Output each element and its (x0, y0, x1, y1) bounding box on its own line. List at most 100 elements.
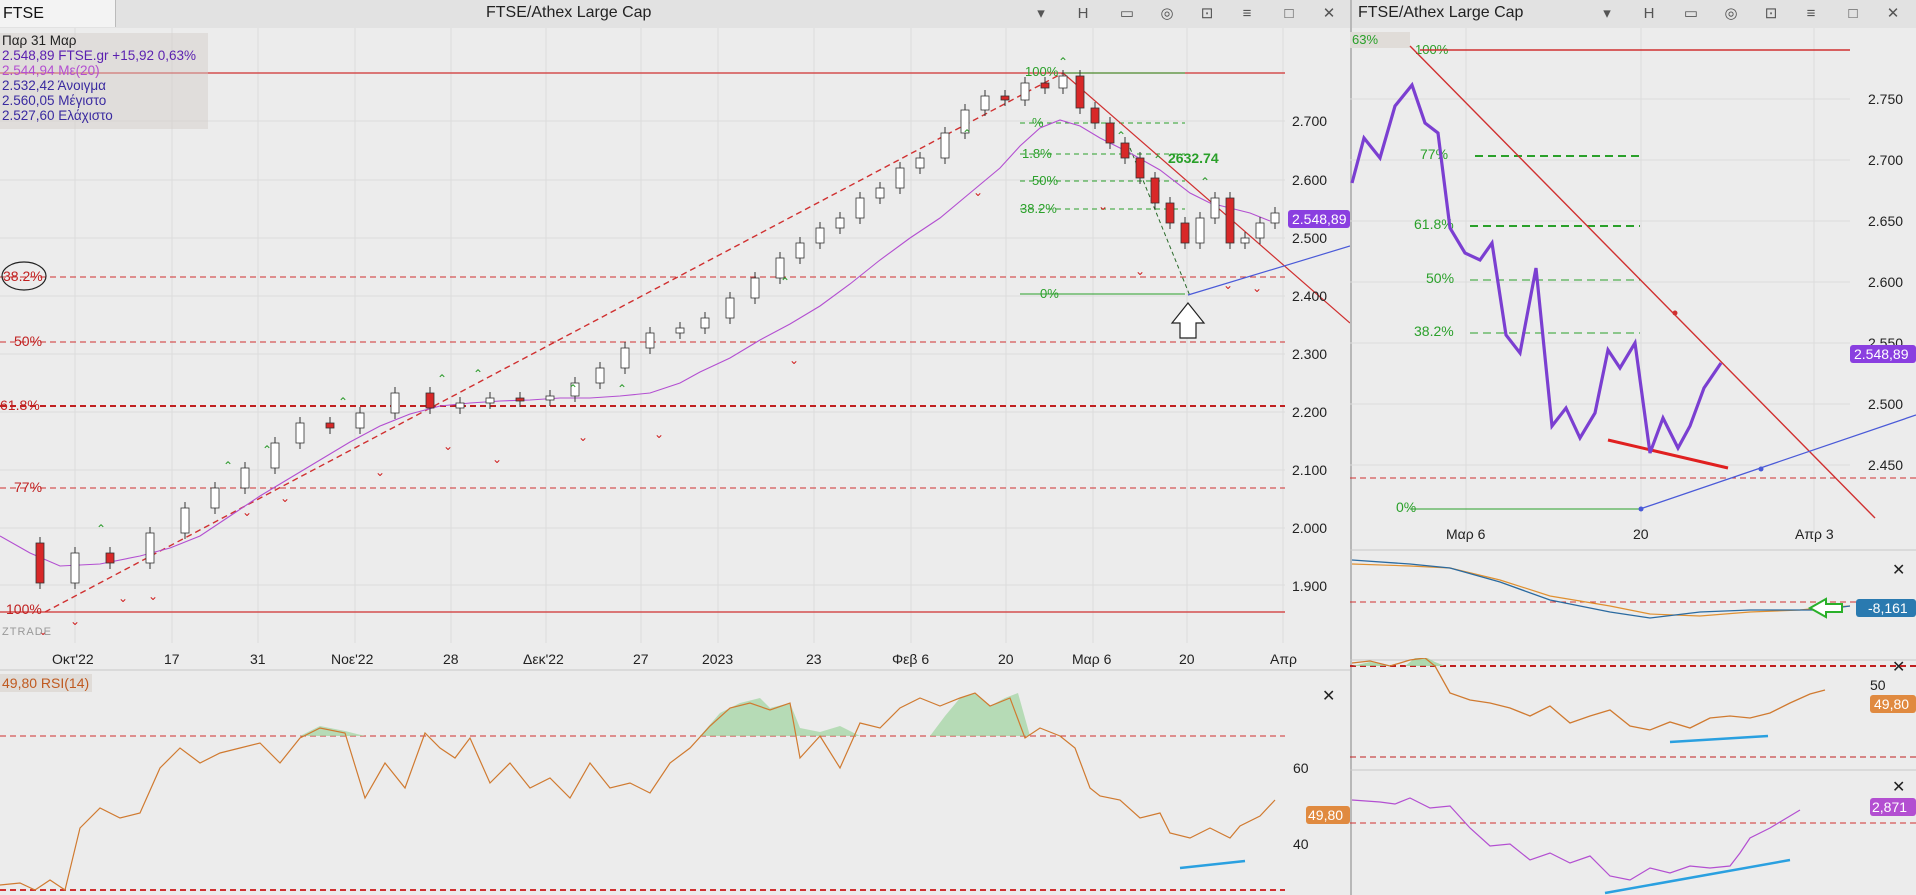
green-dashed-line (1129, 147, 1191, 297)
maximize-icon[interactable]: □ (1848, 5, 1858, 22)
candles (35, 70, 1280, 589)
legend-high: 2.560,05 Μέγιστο (2, 93, 107, 108)
candle-body (570, 382, 580, 397)
candle-body (515, 397, 525, 402)
lock-icon[interactable]: ⊡ (1764, 5, 1778, 22)
fib-label-618: 61.8% (0, 397, 40, 413)
right-indicator-1[interactable]: ✕ -8,161 (1350, 548, 1916, 658)
fib-circle (1, 261, 47, 291)
indicator2-tag (1870, 695, 1916, 713)
rsi-panel[interactable]: 49,80 RSI(14) ✕ 49,80 60 40 (0, 668, 1350, 895)
link-icon[interactable]: ◎ (1160, 5, 1174, 22)
chevron-down-icon[interactable]: ▾ (1037, 5, 1045, 22)
svg-text:2.600: 2.600 (1292, 172, 1327, 188)
fib-short-618: 1.8% (1022, 146, 1052, 161)
candle-body (750, 277, 760, 299)
svg-text:2.650: 2.650 (1868, 213, 1903, 229)
svg-text:⌃: ⌃ (96, 522, 106, 536)
right-descending-trendline (1409, 45, 1876, 519)
candle-body (1270, 212, 1280, 224)
main-price-chart[interactable]: 38.2% 50% 61.8% 77% 100% 100% % 1.8% 50%… (0, 28, 1350, 668)
svg-text:2.100: 2.100 (1292, 462, 1327, 478)
right-fib-50: 50% (1426, 270, 1454, 286)
right-fib-77: 77% (1420, 146, 1448, 162)
svg-text:⌄: ⌄ (1252, 281, 1262, 295)
svg-text:2023: 2023 (702, 651, 733, 667)
candle-body (1020, 82, 1030, 101)
ohlc-legend: Παρ 31 Μαρ 2.548,89 FTSE.gr +15,92 0,63%… (0, 33, 208, 129)
indicator1-tag (1856, 599, 1916, 617)
svg-text:⌃: ⌃ (568, 382, 578, 396)
svg-text:⌄: ⌄ (70, 614, 80, 628)
candle-body (1180, 222, 1190, 244)
right-price-line (1350, 81, 1723, 454)
svg-text:Απρ: Απρ (1270, 651, 1297, 667)
indicator3-close-icon[interactable]: ✕ (1892, 779, 1905, 796)
svg-text:2.450: 2.450 (1868, 457, 1903, 473)
indicator2-axis: 50 (1870, 677, 1886, 693)
svg-text:⌃: ⌃ (1200, 175, 1210, 189)
svg-text:⌄: ⌄ (242, 505, 252, 519)
right-price-chart[interactable]: 63% 100% 77% 61.8% 50% 38.2% 0% 2.750 2.… (1350, 28, 1916, 548)
arrow-left-icon (1807, 597, 1843, 619)
candle-body (940, 132, 950, 159)
arrow-up-icon (1170, 302, 1206, 339)
h-button[interactable]: H (1077, 5, 1089, 22)
panel-icon[interactable]: ▭ (1683, 5, 1699, 22)
candle-body (620, 347, 630, 369)
svg-text:Δεκ'22: Δεκ'22 (523, 651, 564, 667)
candle-body (1090, 107, 1100, 124)
close-icon[interactable]: ✕ (1886, 5, 1900, 22)
svg-text:⌃: ⌃ (1116, 129, 1126, 143)
svg-text:20: 20 (1633, 526, 1649, 542)
rsi-title: 49,80 RSI(14) (2, 675, 89, 691)
right-indicator-2[interactable]: ✕ 50 49,80 (1350, 658, 1916, 768)
h-button[interactable]: H (1643, 5, 1655, 22)
rsi-overbought-fill (300, 693, 1030, 736)
symbol-field[interactable]: FTSE (0, 0, 116, 27)
watermark-logo: ZTRADE (2, 626, 52, 638)
svg-text:⌃: ⌃ (223, 459, 233, 473)
svg-text:⌃: ⌃ (262, 443, 272, 457)
rsi-axis-60: 60 (1293, 760, 1309, 776)
svg-text:28: 28 (443, 651, 459, 667)
rsi-value-tag (1306, 806, 1350, 824)
time-axis: Οκτ'22 17 31 Νοε'22 28 Δεκ'22 27 2023 23… (52, 651, 1297, 667)
descending-trendline (1062, 72, 1350, 324)
indicator1-close-icon[interactable]: ✕ (1892, 562, 1905, 579)
svg-text:⌃: ⌃ (1153, 153, 1163, 167)
lock-icon[interactable]: ⊡ (1200, 5, 1214, 22)
menu-icon[interactable]: ≡ (1242, 5, 1252, 22)
close-icon[interactable]: ✕ (1322, 5, 1336, 22)
right-divergence-line (1607, 438, 1729, 470)
menu-icon[interactable]: ≡ (1806, 5, 1816, 22)
candle-body (1105, 122, 1115, 144)
right-fib-618: 61.8% (1414, 216, 1454, 232)
moving-average-line (0, 119, 1271, 567)
svg-text:2.000: 2.000 (1292, 520, 1327, 536)
candle-body (725, 297, 735, 319)
panel-icon[interactable]: ▭ (1119, 5, 1135, 22)
rsi-close-icon[interactable]: ✕ (1322, 688, 1335, 705)
right-indicator-3[interactable]: ✕ 2,871 (1350, 768, 1916, 895)
indicator2-close-icon[interactable]: ✕ (1892, 659, 1905, 676)
candle-body (855, 197, 865, 219)
svg-text:23: 23 (806, 651, 822, 667)
svg-text:⌃: ⌃ (437, 372, 447, 386)
candle-body (1150, 177, 1160, 204)
link-icon[interactable]: ◎ (1724, 5, 1738, 22)
svg-text:Νοε'22: Νοε'22 (331, 651, 374, 667)
candle-body (485, 397, 495, 404)
maximize-icon[interactable]: □ (1284, 5, 1294, 22)
fib-short-50: 50% (1032, 173, 1058, 188)
svg-text:⌃: ⌃ (780, 275, 790, 289)
chevron-down-icon[interactable]: ▾ (1603, 5, 1611, 22)
candle-body (915, 157, 925, 169)
candle-body (325, 422, 335, 429)
svg-text:2.500: 2.500 (1292, 230, 1327, 246)
support-line (1187, 245, 1350, 296)
right-window-title: FTSE/Athex Large Cap (1358, 4, 1524, 21)
svg-text:⌄: ⌄ (492, 452, 502, 466)
candle-body (1135, 157, 1145, 179)
svg-text:⌄: ⌄ (973, 185, 983, 199)
